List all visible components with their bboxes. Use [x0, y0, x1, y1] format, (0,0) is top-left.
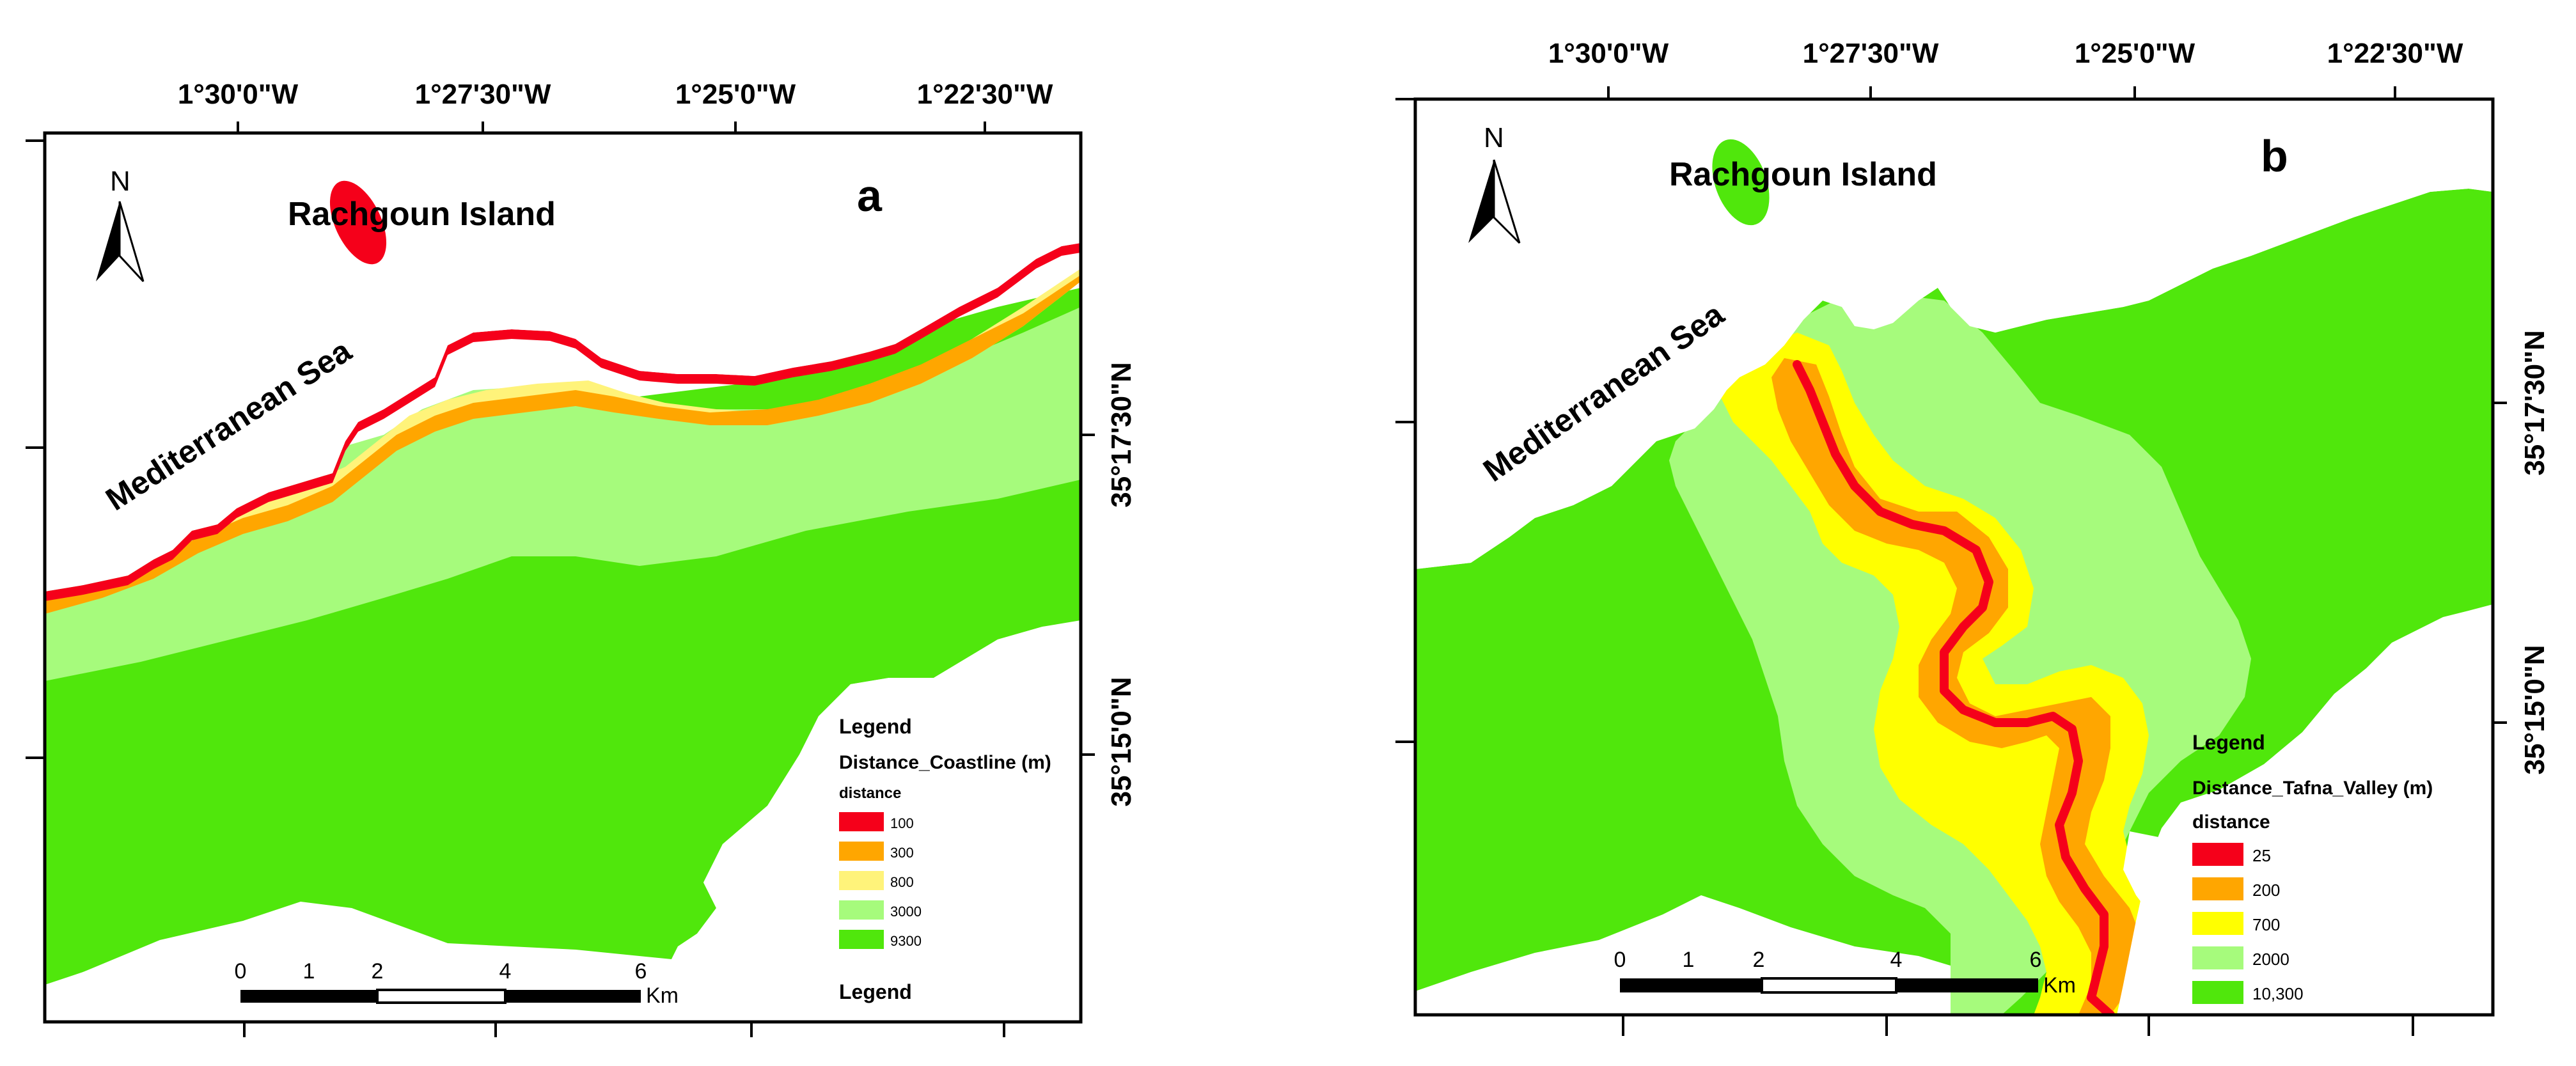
- scale-bar-a: 0 1 2 4 6 Km: [235, 959, 679, 1008]
- scale-label: 4: [499, 959, 512, 984]
- lon-ticks-a-bottom: [243, 1022, 1005, 1037]
- legend-value: 800: [890, 874, 914, 890]
- legend-value: 25: [2252, 846, 2271, 865]
- panel-a-map: [43, 131, 1083, 1024]
- panel-b-frame: [1413, 97, 2495, 1017]
- lat-tick-label: 35°17'30"N: [1106, 362, 1137, 508]
- scale-label: 6: [2030, 948, 2042, 972]
- legend-value: 2000: [2252, 950, 2289, 969]
- lon-tick-label: 1°25'0"W: [675, 79, 796, 110]
- scale-label: 4: [1890, 948, 1903, 972]
- rachgoun-island-a: [329, 180, 387, 265]
- legend-b: Legend Distance_Tafna_Valley (m) distanc…: [2192, 731, 2433, 1004]
- lon-tick-label: 1°30'0"W: [178, 79, 299, 110]
- legend-subtitle-a: distance: [839, 785, 901, 802]
- scale-label: 1: [303, 959, 315, 984]
- lat-tick-label: 35°15'0"N: [1106, 677, 1137, 806]
- scale-unit: Km: [646, 984, 679, 1008]
- lon-tick-label: 1°25'0"W: [2075, 38, 2195, 69]
- legend-value: 300: [890, 845, 914, 861]
- sea-a: [45, 133, 1081, 592]
- lon-ticks-b-bottom: [1622, 1015, 2414, 1036]
- panel-label-b: b: [2261, 131, 2288, 181]
- zone-a-100: [45, 243, 1081, 601]
- scale-label: 0: [235, 959, 247, 984]
- legend-swatch: [2192, 877, 2243, 900]
- legend-swatch: [2192, 843, 2243, 866]
- panel-b-distance-zones: [1415, 99, 2493, 1015]
- legend-swatch: [839, 871, 884, 890]
- zone-a-300: [45, 275, 1081, 614]
- lon-ticks-a-top: [237, 121, 986, 133]
- north-label-b: N: [1484, 122, 1504, 153]
- legend-swatch: [839, 812, 884, 831]
- legend-a: Legend Distance_Coastline (m) distance 1…: [839, 715, 1051, 1003]
- panel-label-a: a: [857, 171, 883, 221]
- legend-swatch: [2192, 946, 2243, 969]
- lat-tick-label: 35°17'30"N: [2519, 330, 2550, 476]
- legend-value: 700: [2252, 915, 2280, 934]
- lon-ticks-b-top: [1607, 86, 2396, 99]
- legend-swatch: [839, 842, 884, 861]
- north-label-a: N: [110, 166, 130, 197]
- zone-b-25: [1793, 360, 2115, 1015]
- island-label-b: Rachgoun Island: [1669, 156, 1937, 193]
- north-arrow-a: N: [96, 166, 145, 283]
- legend-field-b: Distance_Tafna_Valley (m): [2192, 778, 2433, 799]
- legend-title-a: Legend: [839, 715, 912, 738]
- lon-tick-label: 1°27'30"W: [415, 79, 551, 110]
- panel-a-frame: [43, 131, 1083, 1024]
- legend-value: 200: [2252, 881, 2280, 900]
- legend-value: 10,300: [2252, 984, 2304, 1003]
- scale-label: 6: [635, 959, 647, 984]
- zone-b-200: [1771, 358, 2142, 1015]
- scale-bar-b: 0 1 2 4 6 Km: [1614, 948, 2076, 998]
- legend-swatch: [2192, 981, 2243, 1004]
- legend-swatch: [839, 930, 884, 949]
- north-arrow-b: N: [1468, 122, 1521, 244]
- sea-b: [1415, 99, 2493, 569]
- legend-value: 9300: [890, 933, 922, 949]
- legend-extra-title-a: Legend: [839, 980, 912, 1003]
- scale-label: 2: [1753, 948, 1765, 972]
- legend-value: 100: [890, 815, 914, 831]
- scale-label: 2: [372, 959, 384, 984]
- scale-label: 1: [1683, 948, 1695, 972]
- lon-tick-label: 1°30'0"W: [1548, 38, 1669, 69]
- legend-swatch: [2192, 912, 2243, 935]
- panel-b-map: [1413, 97, 2495, 1017]
- legend-title-b: Legend: [2192, 731, 2265, 754]
- scale-unit: Km: [2043, 973, 2076, 998]
- lon-tick-label: 1°22'30"W: [917, 79, 1053, 110]
- legend-value: 3000: [890, 904, 922, 920]
- island-label-a: Rachgoun Island: [288, 196, 556, 233]
- legend-swatch: [839, 900, 884, 920]
- rachgoun-island-b: [1712, 139, 1770, 226]
- zone-a-3000: [45, 307, 1081, 681]
- lat-ticks-b: [1395, 98, 2507, 743]
- lat-ticks-a: [26, 139, 1095, 759]
- legend-field-a: Distance_Coastline (m): [839, 752, 1051, 773]
- lat-tick-label: 35°15'0"N: [2519, 645, 2550, 774]
- panel-a-distance-zones: [45, 133, 1081, 1022]
- lon-tick-label: 1°22'30"W: [2327, 38, 2463, 69]
- legend-subtitle-b: distance: [2192, 811, 2270, 833]
- scale-label: 0: [1614, 948, 1626, 972]
- lon-tick-label: 1°27'30"W: [1803, 38, 1939, 69]
